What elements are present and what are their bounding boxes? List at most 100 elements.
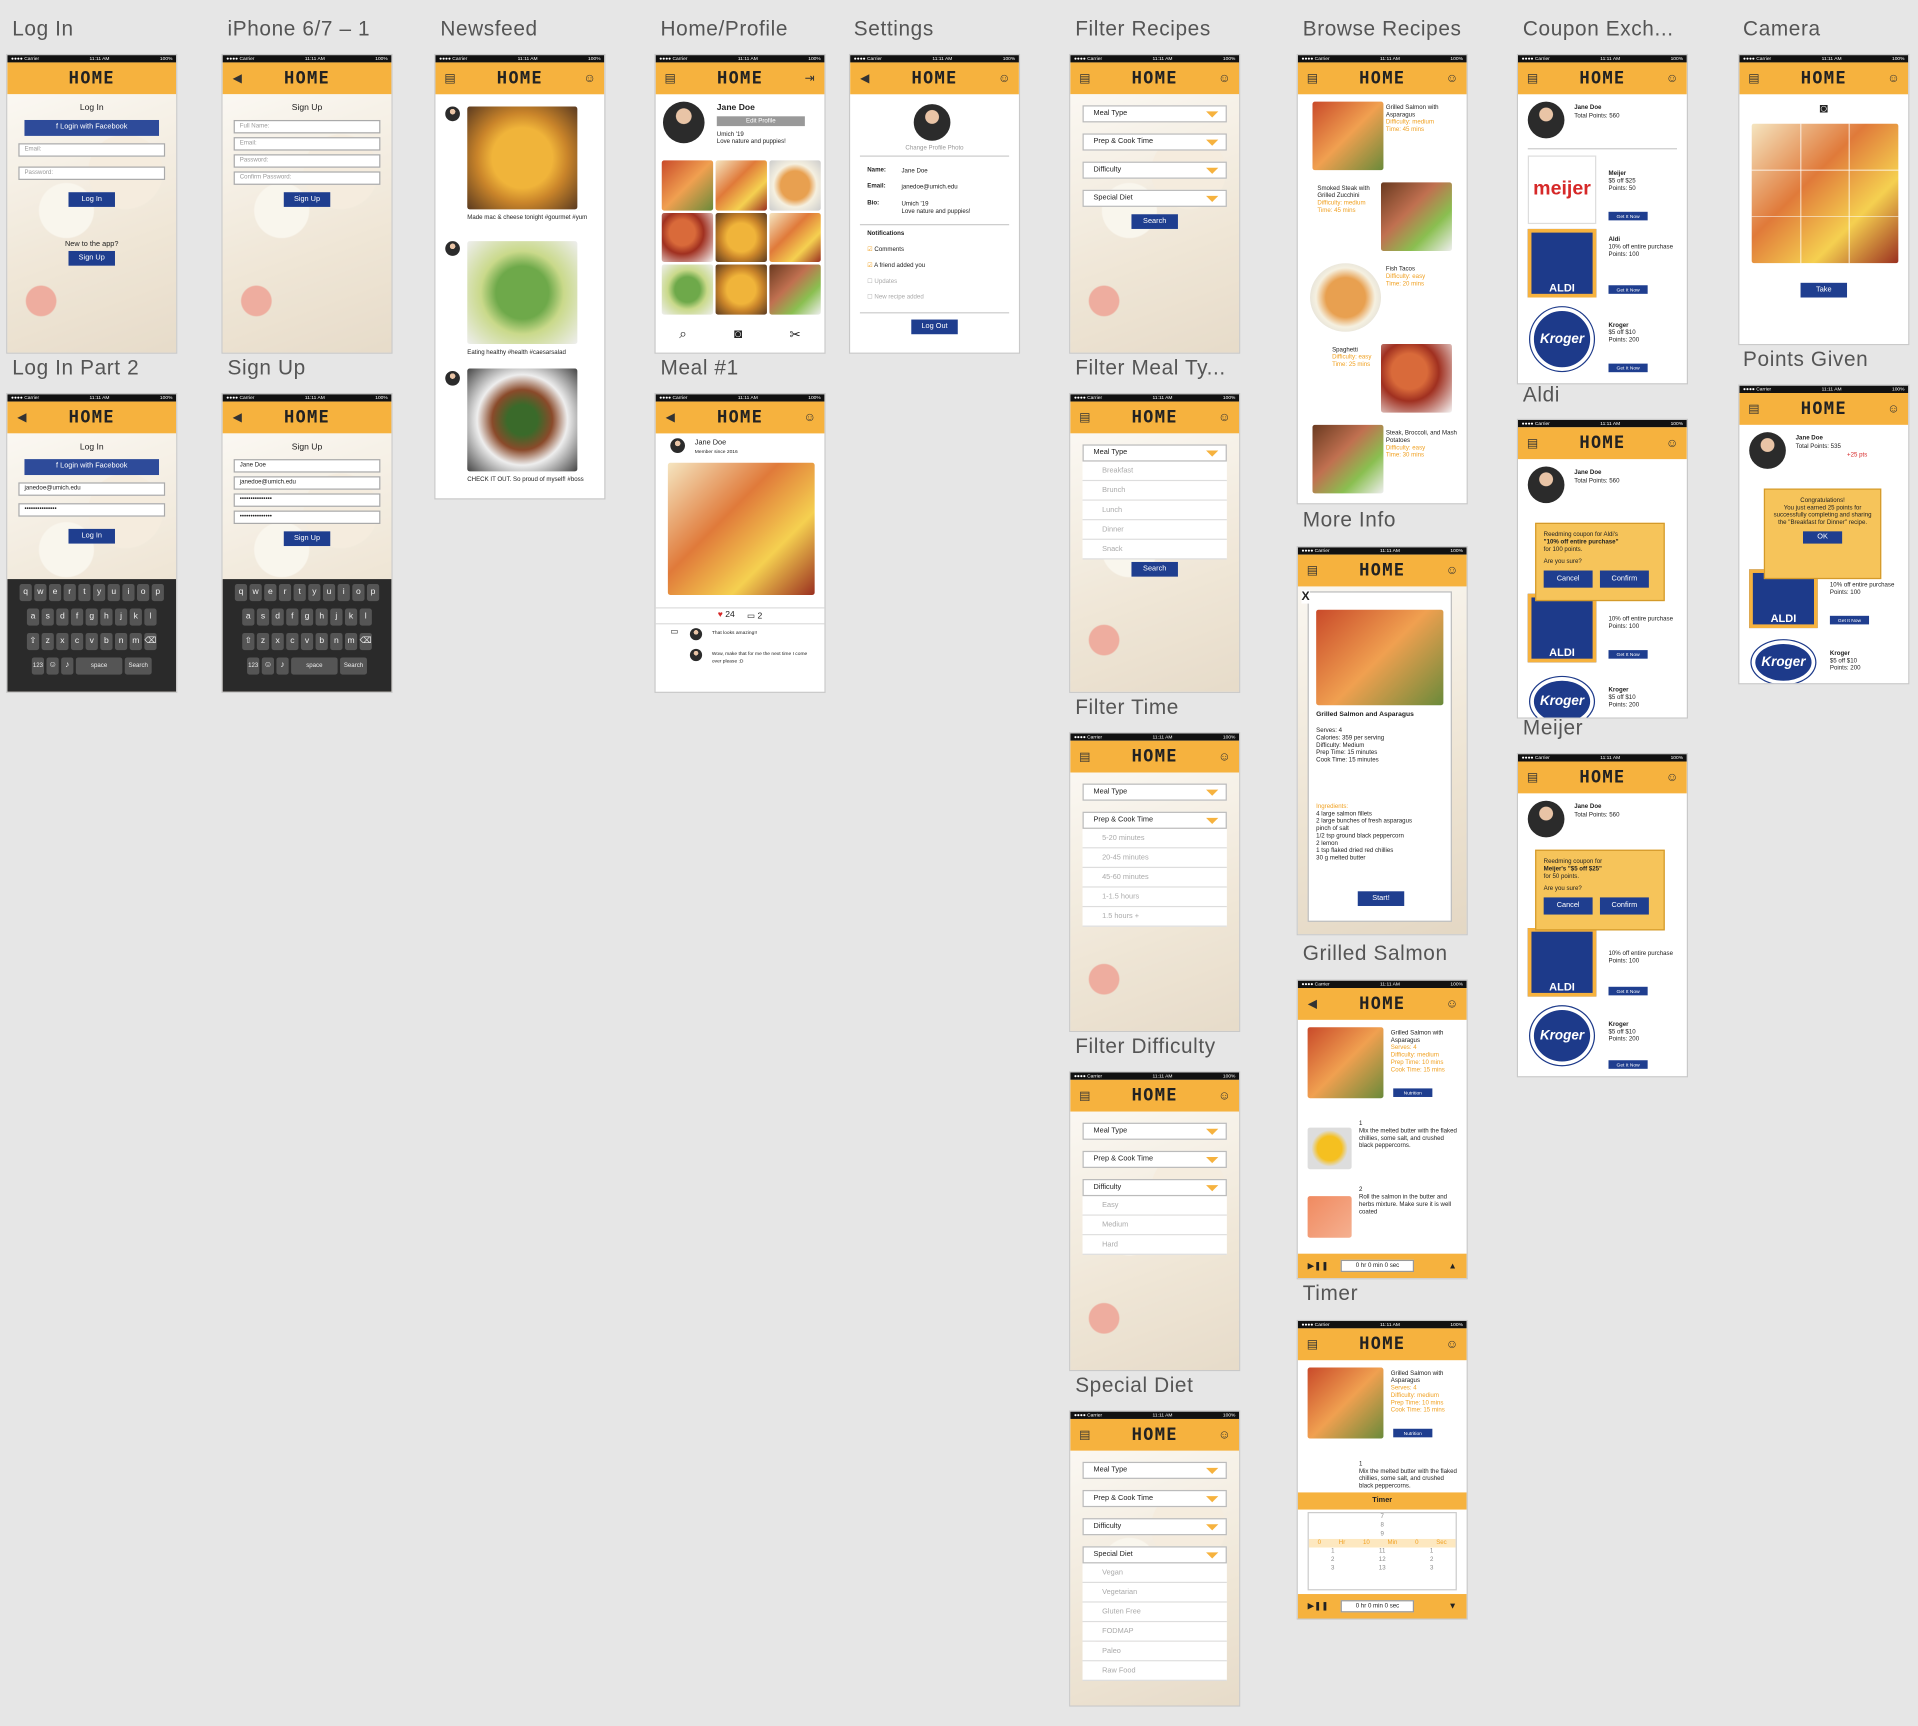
space-key[interactable]: space: [291, 657, 338, 675]
diet-option[interactable]: Vegan: [1082, 1563, 1227, 1584]
grid-photo[interactable]: [715, 264, 767, 315]
camera-icon[interactable]: ◙: [1819, 101, 1828, 117]
recipe-item[interactable]: Smoked Steak with Grilled Zucchini Diffic…: [1317, 184, 1370, 215]
profile-icon[interactable]: ☺: [1887, 402, 1900, 416]
key[interactable]: q: [19, 583, 32, 602]
profile-icon[interactable]: ☺: [1218, 410, 1231, 425]
emoji-key-icon[interactable]: ☺: [46, 657, 59, 675]
key[interactable]: i: [337, 583, 350, 602]
password-input[interactable]: •••••••••••••••: [18, 503, 166, 517]
special-diet-select[interactable]: Special Diet: [1082, 189, 1227, 207]
key[interactable]: x: [271, 632, 284, 651]
key[interactable]: m: [344, 632, 358, 651]
key[interactable]: u: [107, 583, 120, 602]
key[interactable]: k: [129, 608, 142, 626]
shift-key-icon[interactable]: ⇧: [26, 632, 40, 651]
numbers-key[interactable]: 123: [31, 657, 45, 675]
profile-icon[interactable]: ☺: [1887, 71, 1900, 86]
profile-icon[interactable]: ☺: [1445, 563, 1459, 578]
numbers-key[interactable]: 123: [247, 657, 260, 675]
newspaper-icon[interactable]: ▤: [1079, 1089, 1091, 1103]
key[interactable]: y: [92, 583, 106, 602]
back-arrow-icon[interactable]: ◀: [232, 71, 243, 86]
newspaper-icon[interactable]: ▤: [1306, 563, 1319, 578]
difficulty-select[interactable]: Difficulty: [1082, 161, 1227, 179]
recipe-item[interactable]: Spaghetti Difficulty: easy Time: 25 mins: [1332, 346, 1372, 369]
key[interactable]: e: [264, 583, 277, 602]
search-button[interactable]: Search: [1131, 561, 1178, 577]
avatar[interactable]: [913, 104, 951, 141]
key[interactable]: t: [293, 583, 306, 602]
signup-button[interactable]: Sign Up: [283, 531, 331, 547]
search-key[interactable]: Search: [340, 657, 367, 675]
key[interactable]: a: [242, 608, 255, 626]
backspace-key-icon[interactable]: ⌫: [144, 632, 157, 651]
bio-line1[interactable]: Umich '19: [901, 200, 929, 209]
full-name-input[interactable]: Full Name:: [233, 119, 381, 134]
newspaper-icon[interactable]: ▤: [1079, 71, 1091, 86]
search-icon[interactable]: ⌕: [679, 326, 687, 342]
key[interactable]: o: [136, 583, 150, 602]
key[interactable]: c: [70, 632, 84, 651]
grid-photo[interactable]: [661, 212, 714, 263]
profile-icon[interactable]: ☺: [1665, 436, 1679, 450]
newspaper-icon[interactable]: ▤: [1079, 410, 1091, 425]
key[interactable]: m: [129, 632, 142, 651]
profile-icon[interactable]: ☺: [1665, 770, 1679, 785]
facebook-login-button[interactable]: f Login with Facebook: [24, 119, 160, 136]
key[interactable]: c: [286, 632, 299, 651]
grid-photo[interactable]: [661, 264, 714, 315]
grid-photo[interactable]: [769, 160, 821, 211]
signup-link-button[interactable]: Sign Up: [68, 250, 115, 266]
post-photo[interactable]: [467, 241, 578, 345]
key[interactable]: q: [234, 583, 248, 602]
profile-icon[interactable]: ☺: [1445, 997, 1459, 1011]
email-value[interactable]: janedoe@umich.edu: [901, 183, 958, 191]
key[interactable]: r: [278, 583, 292, 602]
back-arrow-icon[interactable]: ◀: [665, 410, 676, 425]
key[interactable]: j: [330, 608, 343, 626]
grid-photo[interactable]: [769, 212, 821, 263]
profile-icon[interactable]: ☺: [1665, 71, 1679, 86]
post-photo[interactable]: [467, 106, 578, 210]
profile-icon[interactable]: ☺: [1218, 1428, 1231, 1442]
get-coupon-button[interactable]: Get It Now: [1608, 285, 1648, 294]
recipe-photo[interactable]: [1312, 424, 1384, 494]
play-pause-icon[interactable]: ▶❚❚: [1307, 1262, 1329, 1271]
meal-photo[interactable]: [667, 462, 815, 596]
expand-up-icon[interactable]: ▲: [1448, 1261, 1457, 1271]
confirm-button[interactable]: Confirm: [1599, 897, 1649, 915]
signup-button[interactable]: Sign Up: [283, 192, 331, 207]
space-key[interactable]: space: [75, 657, 123, 675]
post-photo[interactable]: [467, 368, 578, 472]
bio-line2[interactable]: Love nature and puppies!: [901, 208, 971, 216]
take-photo-button[interactable]: Take: [1800, 282, 1848, 298]
cancel-button[interactable]: Cancel: [1543, 570, 1593, 588]
search-button[interactable]: Search: [1131, 214, 1178, 229]
meal-type-select[interactable]: Meal Type: [1082, 1122, 1227, 1140]
key[interactable]: s: [41, 608, 54, 626]
key[interactable]: v: [300, 632, 314, 651]
mic-key-icon[interactable]: ♪: [276, 657, 289, 675]
key[interactable]: z: [41, 632, 54, 651]
back-arrow-icon[interactable]: ◀: [17, 410, 27, 425]
camera-icon[interactable]: ◙: [734, 326, 743, 342]
checkbox-checked-icon[interactable]: ☑: [867, 246, 873, 254]
key[interactable]: h: [315, 608, 328, 626]
prep-time-select[interactable]: Prep & Cook Time: [1082, 1489, 1227, 1508]
profile-icon[interactable]: ☺: [1218, 1089, 1231, 1103]
recipe-item[interactable]: Steak, Broccoli, and Mash Potatoes Diffic…: [1385, 429, 1457, 460]
meal-option[interactable]: Dinner: [1082, 520, 1227, 540]
key[interactable]: d: [56, 608, 69, 626]
name-value[interactable]: Jane Doe: [901, 167, 928, 176]
time-option[interactable]: 1.5 hours +: [1082, 907, 1227, 927]
nutrition-button[interactable]: Nutrition: [1393, 1088, 1433, 1097]
key[interactable]: v: [85, 632, 98, 651]
key[interactable]: o: [352, 583, 365, 602]
key[interactable]: k: [344, 608, 358, 626]
meal-option[interactable]: Lunch: [1082, 500, 1227, 521]
time-option[interactable]: 1-1.5 hours: [1082, 887, 1227, 908]
grid-photo[interactable]: [661, 160, 714, 211]
key[interactable]: r: [63, 583, 76, 602]
meal-type-select[interactable]: Meal Type: [1082, 105, 1227, 123]
